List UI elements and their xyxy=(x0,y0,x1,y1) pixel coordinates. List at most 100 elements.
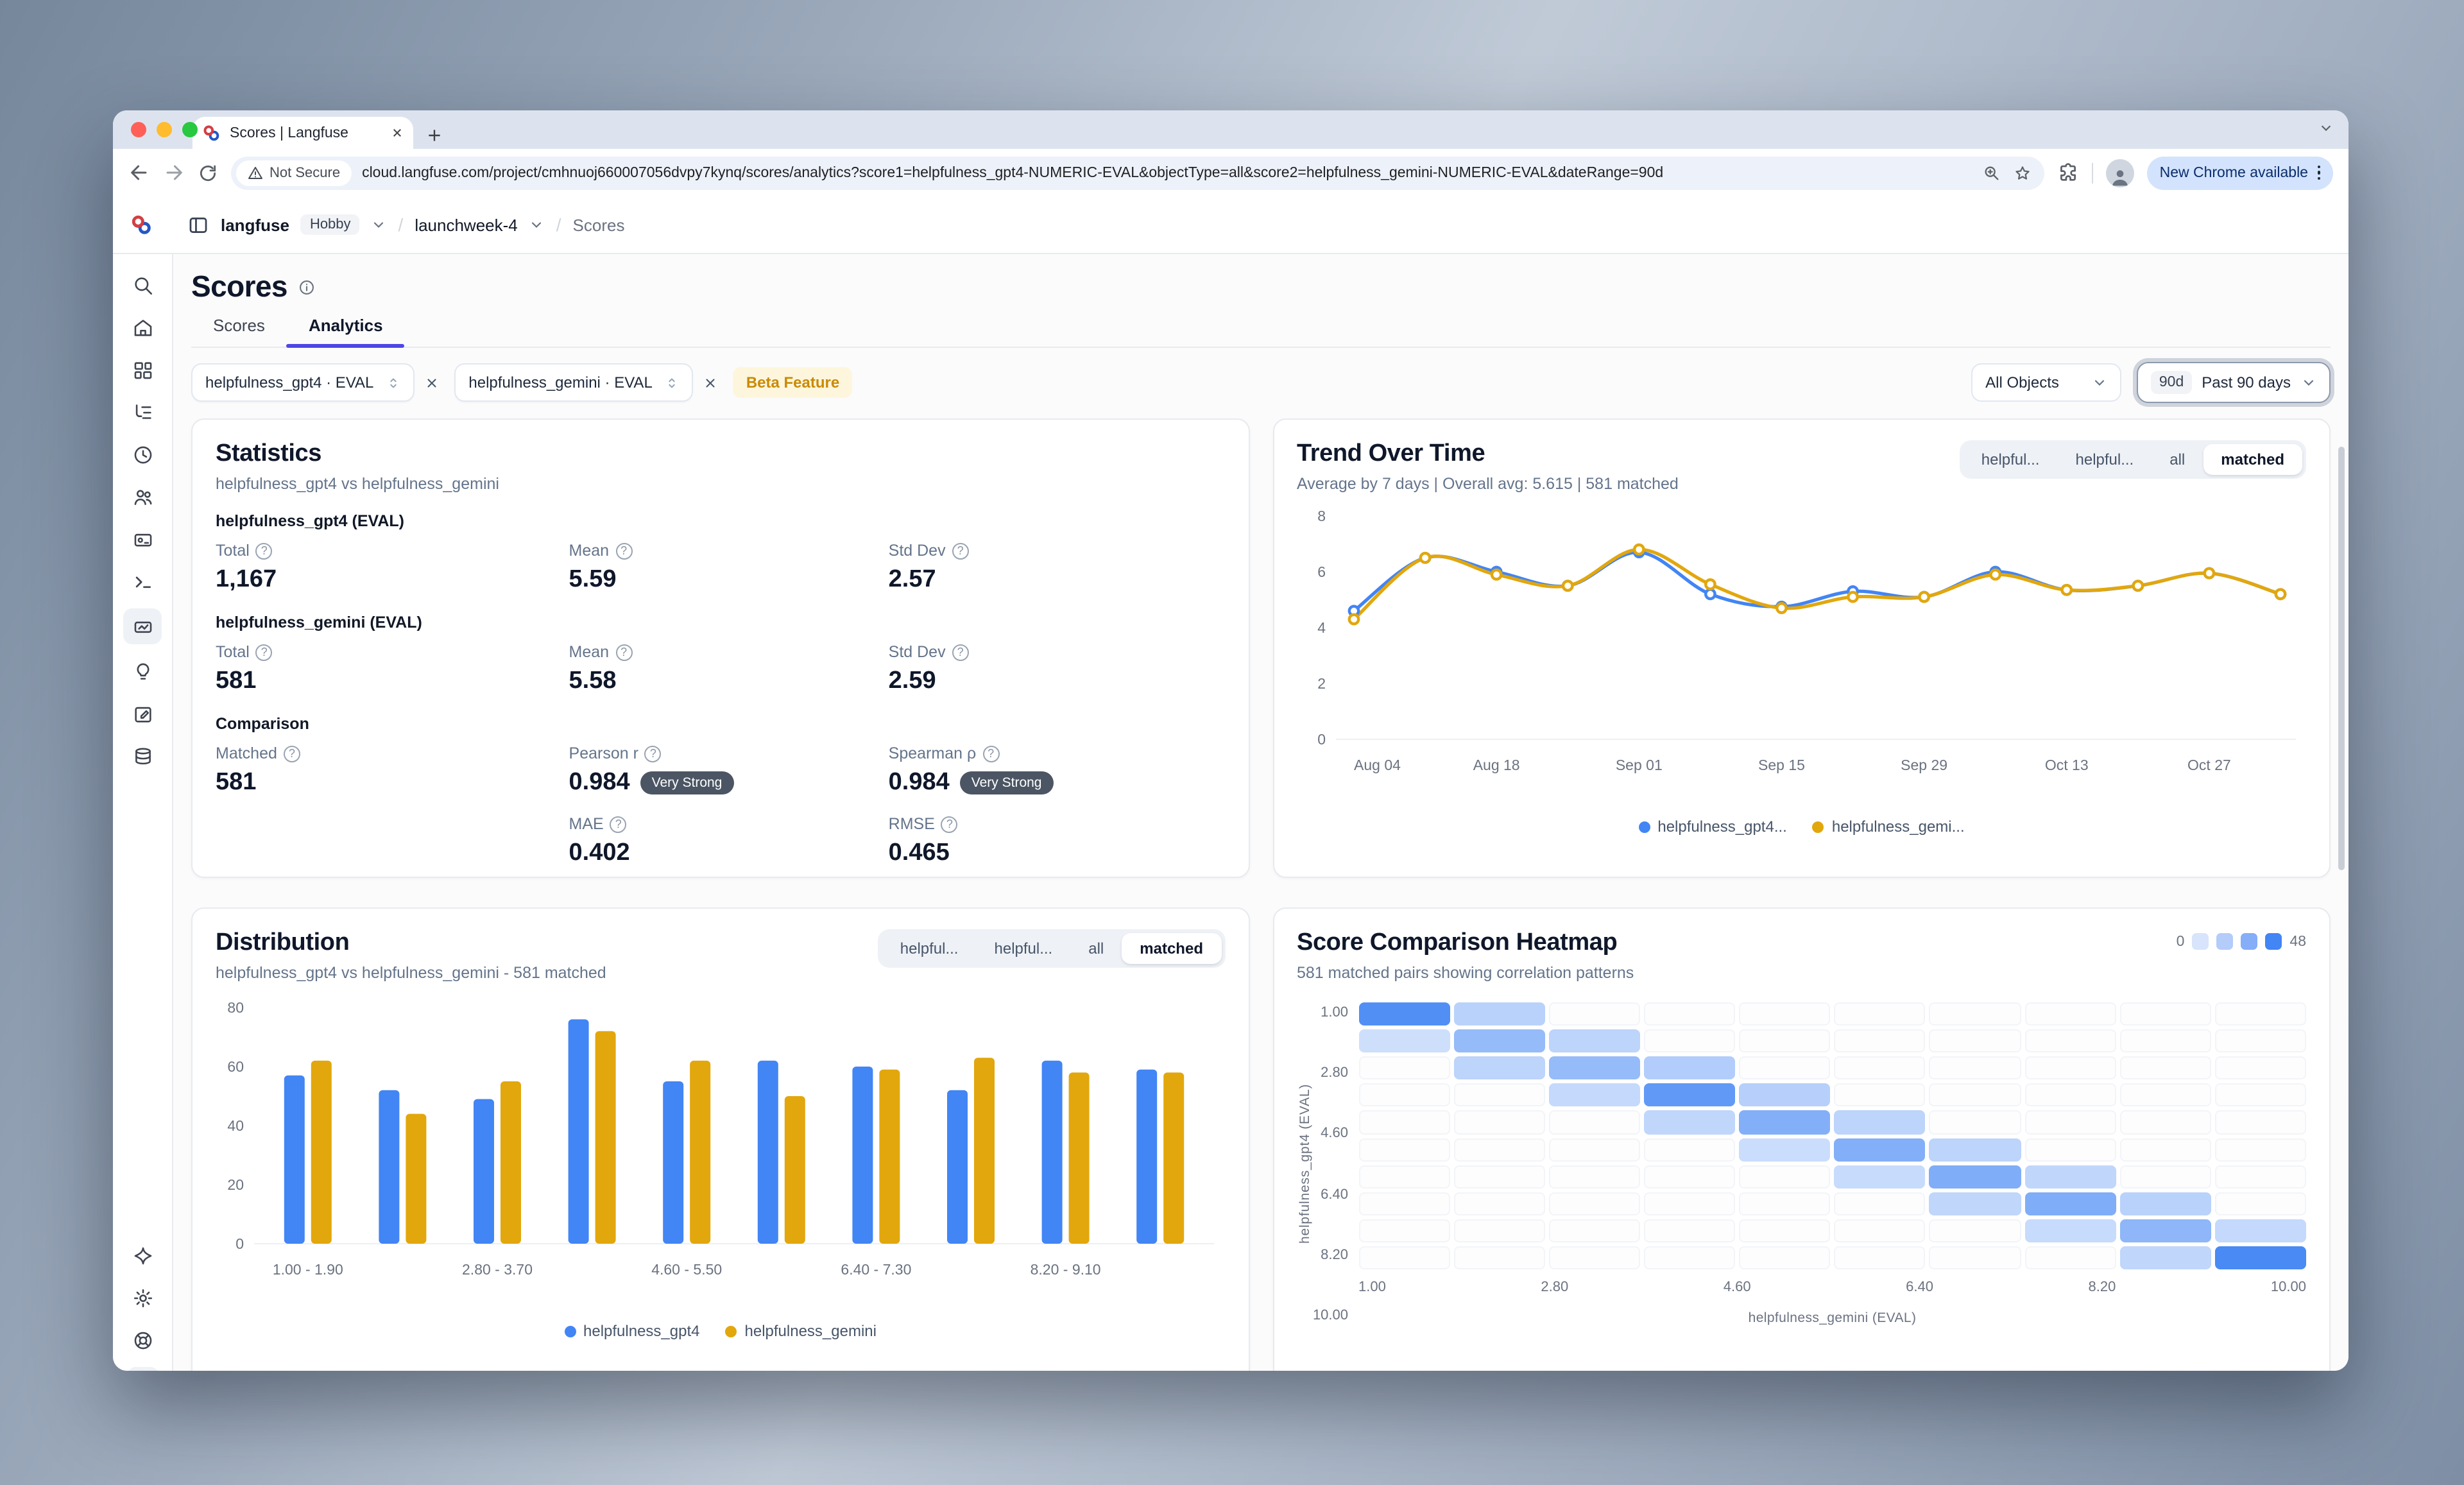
extensions-icon[interactable] xyxy=(2057,162,2079,184)
heatmap-cell[interactable] xyxy=(1453,1246,1545,1269)
forward-button[interactable] xyxy=(163,162,185,184)
reload-button[interactable] xyxy=(198,162,218,183)
distribution-bar[interactable] xyxy=(879,1069,900,1244)
date-range-select[interactable]: 90d Past 90 days xyxy=(2137,362,2331,403)
browser-menu-icon[interactable] xyxy=(2317,165,2320,180)
toggle-option-score1[interactable]: helpful... xyxy=(1981,451,2040,468)
sidebar-item-dashboards[interactable] xyxy=(123,354,162,385)
back-button[interactable] xyxy=(128,162,150,184)
help-icon[interactable]: ? xyxy=(283,745,300,762)
heatmap-cell[interactable] xyxy=(1739,1002,1831,1026)
close-window-button[interactable] xyxy=(131,122,146,137)
trend-point[interactable] xyxy=(2060,583,2073,596)
score1-select[interactable]: helpfulness_gpt4 · EVAL xyxy=(191,363,415,402)
distribution-bar[interactable] xyxy=(757,1060,778,1244)
sidebar-item-settings[interactable] xyxy=(123,1282,162,1313)
heatmap-cell[interactable] xyxy=(1834,1165,1926,1189)
heatmap-cell[interactable] xyxy=(1643,1002,1736,1026)
info-icon[interactable] xyxy=(298,278,316,296)
heatmap-cell[interactable] xyxy=(1834,1029,1926,1053)
heatmap-cell[interactable] xyxy=(1358,1110,1450,1134)
heatmap-cell[interactable] xyxy=(2119,1165,2211,1189)
help-icon[interactable]: ? xyxy=(255,644,273,660)
heatmap-cell[interactable] xyxy=(2024,1002,2116,1026)
tab-analytics[interactable]: Analytics xyxy=(286,316,405,348)
trend-point[interactable] xyxy=(1347,613,1360,626)
profile-avatar[interactable] xyxy=(2105,159,2134,187)
score2-select[interactable]: helpfulness_gemini · EVAL xyxy=(454,363,694,402)
heatmap-cell[interactable] xyxy=(1929,1029,2021,1053)
toggle-option-all[interactable]: all xyxy=(1088,940,1104,957)
heatmap-cell[interactable] xyxy=(1453,1002,1545,1026)
heatmap-cell[interactable] xyxy=(1643,1219,1736,1242)
distribution-bar[interactable] xyxy=(852,1067,873,1244)
trend-point[interactable] xyxy=(1418,551,1431,564)
heatmap-cell[interactable] xyxy=(2119,1246,2211,1269)
tab-search-chevron-icon[interactable] xyxy=(2319,121,2333,135)
remove-score2-button[interactable] xyxy=(704,375,718,390)
heatmap-cell[interactable] xyxy=(1453,1056,1545,1080)
heatmap-cell[interactable] xyxy=(1548,1192,1640,1215)
heatmap-cell[interactable] xyxy=(1358,1029,1450,1053)
help-icon[interactable]: ? xyxy=(952,644,969,660)
heatmap-cell[interactable] xyxy=(1548,1246,1640,1269)
heatmap-cell[interactable] xyxy=(1548,1083,1640,1107)
distribution-bar[interactable] xyxy=(595,1031,616,1244)
distribution-bar[interactable] xyxy=(284,1075,305,1244)
heatmap-cell[interactable] xyxy=(1739,1029,1831,1053)
heatmap-cell[interactable] xyxy=(1453,1165,1545,1189)
heatmap-cell[interactable] xyxy=(1453,1029,1545,1053)
heatmap-cell[interactable] xyxy=(1548,1110,1640,1134)
heatmap-cell[interactable] xyxy=(2119,1029,2211,1053)
trend-point[interactable] xyxy=(1917,590,1930,603)
toggle-option-all[interactable]: all xyxy=(2169,451,2186,468)
heatmap-cell[interactable] xyxy=(1739,1219,1831,1242)
toggle-option-matched[interactable]: matched xyxy=(1122,933,1221,964)
distribution-bar[interactable] xyxy=(1041,1060,1063,1244)
heatmap-cell[interactable] xyxy=(2214,1083,2306,1107)
heatmap-cell[interactable] xyxy=(1929,1056,2021,1080)
heatmap-cell[interactable] xyxy=(1453,1110,1545,1134)
heatmap-cell[interactable] xyxy=(1929,1246,2021,1269)
heatmap-cell[interactable] xyxy=(1929,1219,2021,1242)
heatmap-cell[interactable] xyxy=(1929,1002,2021,1026)
heatmap-cell[interactable] xyxy=(1643,1056,1736,1080)
heatmap-cell[interactable] xyxy=(1548,1002,1640,1026)
bookmark-star-icon[interactable] xyxy=(2014,164,2032,182)
heatmap-cell[interactable] xyxy=(1643,1192,1736,1215)
help-icon[interactable]: ? xyxy=(610,816,627,832)
heatmap-cell[interactable] xyxy=(1548,1219,1640,1242)
heatmap-cell[interactable] xyxy=(1358,1246,1450,1269)
heatmap-cell[interactable] xyxy=(1929,1083,2021,1107)
minimize-window-button[interactable] xyxy=(157,122,172,137)
heatmap-cell[interactable] xyxy=(2214,1246,2306,1269)
url-bar[interactable]: Not Secure cloud.langfuse.com/project/cm… xyxy=(231,156,2044,189)
heatmap-cell[interactable] xyxy=(1643,1138,1736,1162)
browser-tab[interactable]: Scores | Langfuse xyxy=(193,117,413,149)
sidebar-item-playground[interactable] xyxy=(123,566,162,597)
heatmap-cell[interactable] xyxy=(1834,1056,1926,1080)
trend-point[interactable] xyxy=(1846,590,1858,603)
heatmap-cell[interactable] xyxy=(1358,1056,1450,1080)
distribution-bar[interactable] xyxy=(1163,1072,1185,1244)
heatmap-cell[interactable] xyxy=(1834,1246,1926,1269)
heatmap-cell[interactable] xyxy=(1834,1192,1926,1215)
project-name[interactable]: launchweek-4 xyxy=(415,215,518,234)
heatmap-cell[interactable] xyxy=(2024,1083,2116,1107)
user-avatar[interactable]: M xyxy=(126,1367,158,1371)
distribution-bar[interactable] xyxy=(501,1081,521,1244)
trend-point[interactable] xyxy=(2202,567,2215,579)
close-tab-icon[interactable] xyxy=(391,127,403,139)
sidebar-item-upgrade[interactable] xyxy=(123,1240,162,1271)
heatmap-cell[interactable] xyxy=(2214,1219,2306,1242)
heatmap-cell[interactable] xyxy=(1929,1192,2021,1215)
heatmap-cell[interactable] xyxy=(1739,1246,1831,1269)
heatmap-cell[interactable] xyxy=(2024,1029,2116,1053)
heatmap-cell[interactable] xyxy=(2024,1165,2116,1189)
sidebar-item-sessions[interactable] xyxy=(123,439,162,470)
distribution-bar[interactable] xyxy=(663,1081,684,1244)
sidebar-item-scores[interactable] xyxy=(123,608,162,644)
heatmap-cell[interactable] xyxy=(1358,1165,1450,1189)
heatmap-cell[interactable] xyxy=(1358,1083,1450,1107)
heatmap-cell[interactable] xyxy=(1739,1056,1831,1080)
